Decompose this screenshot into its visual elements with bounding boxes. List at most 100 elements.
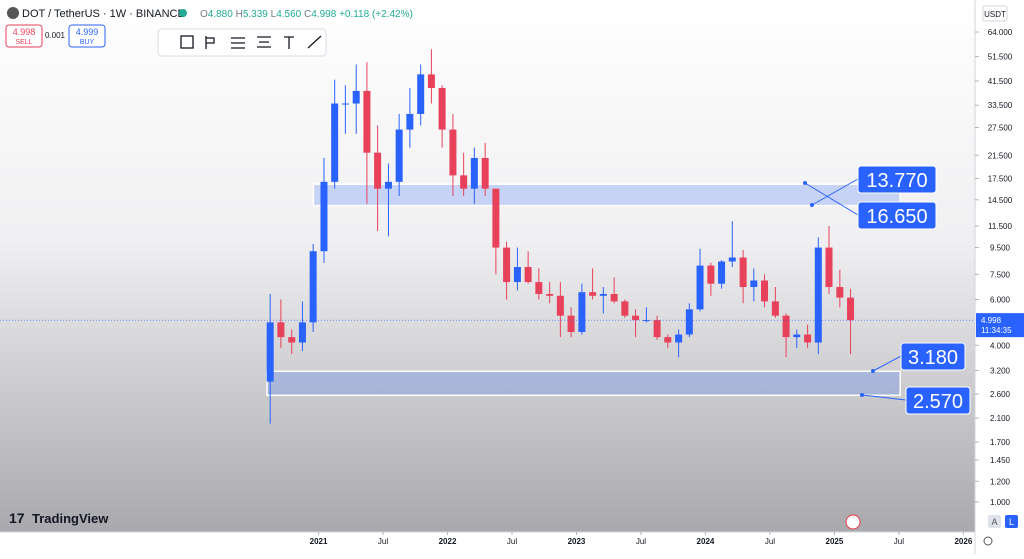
- tool-range[interactable]: [257, 36, 271, 48]
- y-tick-label: 2.600: [990, 390, 1011, 399]
- status-dot: [179, 9, 187, 17]
- callout-leader: [861, 394, 907, 401]
- candle-body: [578, 292, 586, 332]
- candle-body: [696, 265, 704, 310]
- candle-body: [277, 322, 285, 338]
- candle-body: [653, 320, 661, 338]
- callout-dot: [860, 393, 864, 397]
- y-tick-label: 64.000: [988, 28, 1013, 37]
- scale-button[interactable]: [1005, 515, 1018, 528]
- candle-body: [288, 337, 296, 343]
- buy-button[interactable]: [68, 24, 106, 48]
- candle-body: [589, 292, 597, 296]
- candle-body: [524, 266, 532, 283]
- candle-body: [750, 280, 758, 288]
- candle-body: [718, 261, 726, 284]
- candle-body: [771, 301, 779, 316]
- x-tick-label: Jul: [507, 537, 517, 546]
- last-price-label: 4.998: [981, 316, 1002, 325]
- y-tick-label: 9.500: [990, 244, 1011, 253]
- tool-flag[interactable]: [205, 36, 215, 49]
- ohlc-value: 4.998: [311, 9, 336, 20]
- callout-dot: [871, 369, 875, 373]
- last-price-tag: [976, 313, 1024, 338]
- candle-body: [470, 157, 478, 189]
- tool-rect[interactable]: [180, 35, 194, 49]
- callout-label: 13.770: [866, 170, 927, 192]
- candle-body: [739, 257, 747, 288]
- header: DOT / TetherUS · 1W · BINANCE O4.880 H5.…: [7, 7, 413, 20]
- trade[interactable]: 4.998 SELL 0.001 4.999 BUY: [5, 24, 106, 48]
- currency: USDT: [984, 10, 1006, 19]
- change: +0.118 (+2.42%): [339, 9, 413, 20]
- tool-line[interactable]: [307, 35, 322, 49]
- y-tick-label: 4.000: [990, 341, 1011, 350]
- logo-mark: 17: [9, 510, 25, 526]
- zone: [312, 183, 901, 207]
- candle-body: [804, 334, 812, 343]
- y-tick-label: 1.000: [990, 498, 1011, 507]
- symbol-icon: [7, 7, 19, 19]
- candle-body: [320, 181, 328, 252]
- scale-log: L: [1009, 517, 1014, 527]
- candle-body: [707, 265, 715, 284]
- y-tick-label: 41.500: [988, 77, 1013, 86]
- candle-body: [460, 175, 468, 189]
- y-tick-label: 1.700: [990, 438, 1011, 447]
- x-tick-label: Jul: [636, 537, 646, 546]
- x-tick-label: 2021: [310, 537, 328, 546]
- candle-body: [406, 113, 414, 130]
- sell-button[interactable]: [5, 24, 43, 48]
- candle-body: [546, 293, 554, 296]
- candle-body: [675, 334, 683, 343]
- currency-button[interactable]: [982, 5, 1008, 22]
- x-tick-label: 2025: [826, 537, 844, 546]
- settings-icon[interactable]: [983, 536, 993, 546]
- candle-body: [599, 293, 607, 296]
- candle-body: [438, 88, 446, 130]
- candle-body: [556, 295, 564, 316]
- y-tick-label: 1.200: [990, 477, 1011, 486]
- scale-button[interactable]: [988, 515, 1001, 528]
- candle-body: [664, 337, 672, 343]
- countdown: 11:34:35: [981, 326, 1012, 335]
- candle-body: [417, 74, 425, 114]
- y-tick-label: 1.450: [990, 456, 1011, 465]
- price-axis-bg: [975, 0, 1024, 554]
- candle-body: [632, 315, 640, 321]
- scale-auto: A: [991, 517, 997, 527]
- candle-body: [449, 129, 457, 176]
- sell-price: 4.998: [13, 27, 36, 37]
- candle-body: [825, 247, 833, 288]
- tool-lines[interactable]: [231, 37, 245, 49]
- spread: 0.001: [45, 31, 66, 40]
- ohlc-value: 5.339: [243, 9, 268, 20]
- candle-body: [513, 266, 521, 283]
- ohlc-key: C: [304, 9, 311, 20]
- candle-body: [395, 129, 403, 182]
- candle-body: [685, 309, 693, 335]
- y-tick-label: 51.500: [988, 53, 1013, 62]
- y-tick-label: 27.500: [988, 123, 1013, 132]
- x-tick-label: 2026: [954, 537, 972, 546]
- ohlc: O4.880 H5.339 L4.560 C4.998 +0.118 (+2.4…: [200, 9, 413, 20]
- ohlc-key: O: [200, 9, 208, 20]
- y-tick-label: 7.500: [990, 270, 1011, 279]
- candle-body: [847, 297, 855, 321]
- candle-body: [610, 293, 618, 302]
- y-tick-label: 17.500: [988, 175, 1013, 184]
- candle-body: [309, 251, 317, 323]
- candle-body: [298, 322, 306, 343]
- tool-text[interactable]: [284, 36, 294, 49]
- callout-label: 3.180: [908, 347, 958, 369]
- callout-box: [857, 201, 937, 230]
- event-icon[interactable]: [845, 514, 861, 530]
- candle-body: [492, 188, 500, 248]
- candle-body: [374, 152, 382, 189]
- time-axis-bg: [0, 532, 975, 554]
- y-tick-label: 6.000: [990, 295, 1011, 304]
- brand: TradingView: [32, 511, 109, 526]
- x-tick-label: Jul: [894, 537, 904, 546]
